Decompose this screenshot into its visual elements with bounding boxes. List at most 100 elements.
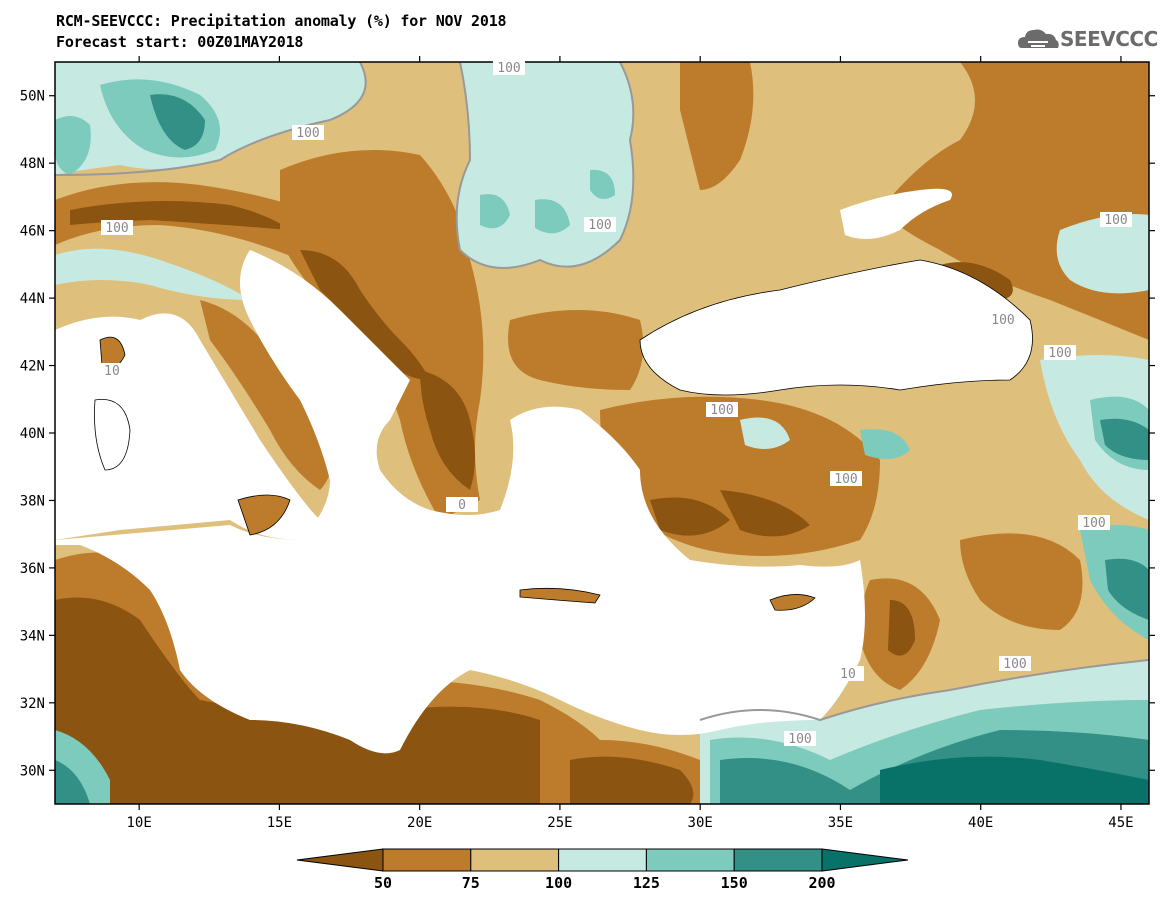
- y-tick-label: 34N: [20, 628, 45, 644]
- x-tick-label: 20E: [407, 815, 432, 831]
- contour-label: 100: [710, 403, 733, 418]
- map-title: RCM-SEEVCCC: Precipitation anomaly (%) f…: [56, 12, 507, 30]
- y-tick-label: 30N: [20, 763, 45, 779]
- x-tick-label: 30E: [688, 815, 713, 831]
- contour-label-bg: [101, 220, 133, 235]
- seevccc-logo-text: SEEVCCC: [1060, 27, 1158, 51]
- field-brown-syria: [960, 533, 1083, 630]
- contour-label: 100: [1048, 346, 1071, 361]
- y-tick-label: 32N: [20, 696, 45, 712]
- y-tick-label: 38N: [20, 493, 45, 509]
- contour-label-bg: [1100, 212, 1132, 227]
- contour-label: 100: [834, 472, 857, 487]
- field-darkbrown-egypt: [570, 756, 694, 804]
- field-tealdark-algeria: [55, 760, 90, 804]
- forecast-start-label: Forecast start: 00Z01MAY2018: [56, 33, 304, 51]
- field-aqua-caucasus: [1040, 355, 1149, 520]
- contour-label-bg: [999, 656, 1031, 671]
- contour-label-bg: [832, 666, 864, 681]
- colorbar-label: 200: [808, 874, 835, 892]
- x-tick-label: 15E: [267, 815, 292, 831]
- y-tick-label: 50N: [20, 89, 45, 105]
- contour-100-se: [699, 659, 1149, 722]
- contour-label-bg: [987, 312, 1019, 327]
- x-tick-label: 45E: [1108, 815, 1133, 831]
- field-darkbrown-nafrica: [55, 597, 540, 804]
- x-tick-label: 10E: [127, 815, 152, 831]
- sea-black-sea: [640, 260, 1033, 395]
- field-teal-central2: [535, 199, 570, 234]
- y-tick-label: 48N: [20, 156, 45, 172]
- y-tick-label: 44N: [20, 291, 45, 307]
- colorbar-segment: [558, 848, 647, 872]
- field-tealdark-caucasus: [1100, 418, 1149, 460]
- field-teal-anatolia: [860, 429, 910, 459]
- field-tealdark-nw: [150, 94, 205, 150]
- colorbar-segment: [645, 848, 735, 872]
- sicily: [237, 494, 291, 536]
- field-teal-nw-edge: [55, 116, 91, 175]
- sardinia-coast: [94, 398, 131, 471]
- y-tick-label: 46N: [20, 224, 45, 240]
- field-darkbrown-dalmatia: [300, 250, 430, 380]
- colorbar-high-arrow: [821, 848, 909, 872]
- field-teal-central1: [480, 194, 510, 229]
- x-tick-label: 35E: [828, 815, 853, 831]
- field-aqua-ligurian: [55, 248, 250, 300]
- field-darkbrown-levant: [888, 600, 915, 656]
- contour-label: 100: [588, 218, 611, 233]
- field-darkbrown-anatolia2: [720, 490, 810, 537]
- x-tick-label: 25E: [547, 815, 572, 831]
- x-tick-label: 40E: [968, 815, 993, 831]
- cyprus: [769, 594, 816, 611]
- contour-label: 100: [991, 313, 1014, 328]
- contour-label-bg: [584, 217, 616, 232]
- contour-label: 100: [788, 732, 811, 747]
- field-aqua-anatolia: [740, 417, 790, 449]
- contour-label-bg: [493, 60, 525, 75]
- contour-label: 100: [296, 126, 319, 141]
- field-aqua-central: [456, 62, 634, 268]
- field-tealdeep-se: [880, 756, 1149, 804]
- field-darkbrown-anatolia1: [650, 497, 730, 536]
- borders: [94, 259, 1033, 611]
- contour-label: 10: [104, 364, 120, 379]
- contour-label-bg: [784, 731, 816, 746]
- colorbar-label: 100: [545, 874, 572, 892]
- colorbar-label: 75: [462, 874, 480, 892]
- colorbar-segment: [733, 848, 823, 872]
- contour-label-bg: [446, 497, 478, 512]
- y-tick-label: 40N: [20, 426, 45, 442]
- field-brown-italy: [200, 300, 334, 490]
- contour-label-bg: [706, 402, 738, 417]
- y-tick-label: 42N: [20, 359, 45, 375]
- field-darkbrown-alps: [70, 201, 290, 230]
- contour-100-central: [455, 62, 635, 269]
- contour-label: 100: [1082, 516, 1105, 531]
- colorbar-low-arrow: [296, 848, 384, 872]
- field-darkbrown-greece: [420, 370, 475, 490]
- contour-label: 100: [1003, 657, 1026, 672]
- y-tick-label: 36N: [20, 561, 45, 577]
- contour-label-bg: [1044, 345, 1076, 360]
- contour-label: 10: [840, 667, 856, 682]
- y-axis: 30N 32N 34N 36N 38N 40N 42N 44N 46N 48N 50N: [20, 89, 1155, 779]
- field-teal-central3: [590, 169, 615, 199]
- map-fields: [55, 62, 1149, 804]
- colorbar-label: 125: [633, 874, 660, 892]
- field-brown-bulgaria: [508, 310, 644, 390]
- contour-label: 0: [458, 498, 466, 513]
- colorbar-label: 150: [721, 874, 748, 892]
- contour-label-bg: [96, 363, 128, 378]
- black-sea-coast: [639, 259, 1033, 396]
- contour-label-bg: [1078, 515, 1110, 530]
- contour-label: 100: [497, 61, 520, 76]
- colorbar-label: 50: [374, 874, 392, 892]
- cloud-icon: [1018, 29, 1059, 48]
- contour-label: 100: [1104, 213, 1127, 228]
- contour-label-bg: [292, 125, 324, 140]
- colorbar-segment: [470, 848, 560, 872]
- sea-azov: [840, 188, 952, 239]
